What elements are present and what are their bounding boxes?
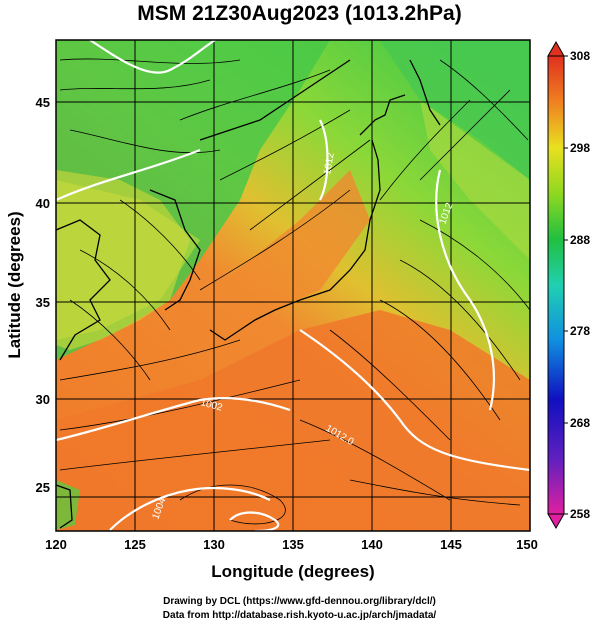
x-tick-label: 140	[361, 537, 383, 552]
map-title: MSM 21Z30Aug2023 (1013.2hPa)	[137, 2, 462, 25]
x-tick-label: 135	[282, 537, 304, 552]
credit-line-data: Data from http://database.rish.kyoto-u.a…	[162, 610, 437, 621]
coastlines	[56, 59, 441, 529]
y-tick-label: 30	[36, 392, 50, 407]
x-tick-label: 130	[203, 537, 225, 552]
colorbar-tick-label: 288	[570, 233, 590, 247]
isobars	[56, 40, 530, 531]
colorbar-tick-label: 308	[570, 49, 590, 63]
x-tick-label: 125	[124, 537, 146, 552]
lat-lon-grid	[56, 40, 530, 531]
contour-label: 1012	[322, 151, 337, 175]
colorbar-bottom-triangle	[547, 513, 565, 530]
plot-frame	[55, 39, 531, 532]
x-tick-label: 120	[45, 537, 67, 552]
y-tick-label: 35	[36, 295, 50, 310]
x-tick-label: 145	[440, 537, 462, 552]
credit-line-drawing: Drawing by DCL (https://www.gfd-dennou.o…	[163, 596, 436, 607]
y-tick-label: 40	[36, 196, 50, 211]
y-tick-label: 25	[36, 480, 50, 495]
colorbar-top-triangle	[547, 40, 565, 57]
colorbar-tick-label: 268	[570, 416, 590, 430]
x-axis-label: Longitude (degrees)	[211, 562, 374, 581]
wind-streamlines	[59, 58, 530, 525]
x-axis-ticks: 120 125 130 135 140 145 150	[45, 537, 538, 552]
y-axis-ticks: 25 30 35 40 45	[36, 95, 50, 495]
y-tick-label: 45	[36, 95, 50, 110]
colorbar-tick-label: 298	[570, 141, 590, 155]
colorbar-tick-label: 278	[570, 324, 590, 338]
colorbar	[547, 40, 568, 530]
colorbar-tick-label: 258	[570, 507, 590, 521]
y-axis-label: Latitude (degrees)	[5, 211, 24, 358]
colorbar-ticks: 308 298 288 278 268 258	[570, 49, 590, 521]
x-tick-label: 150	[516, 537, 538, 552]
